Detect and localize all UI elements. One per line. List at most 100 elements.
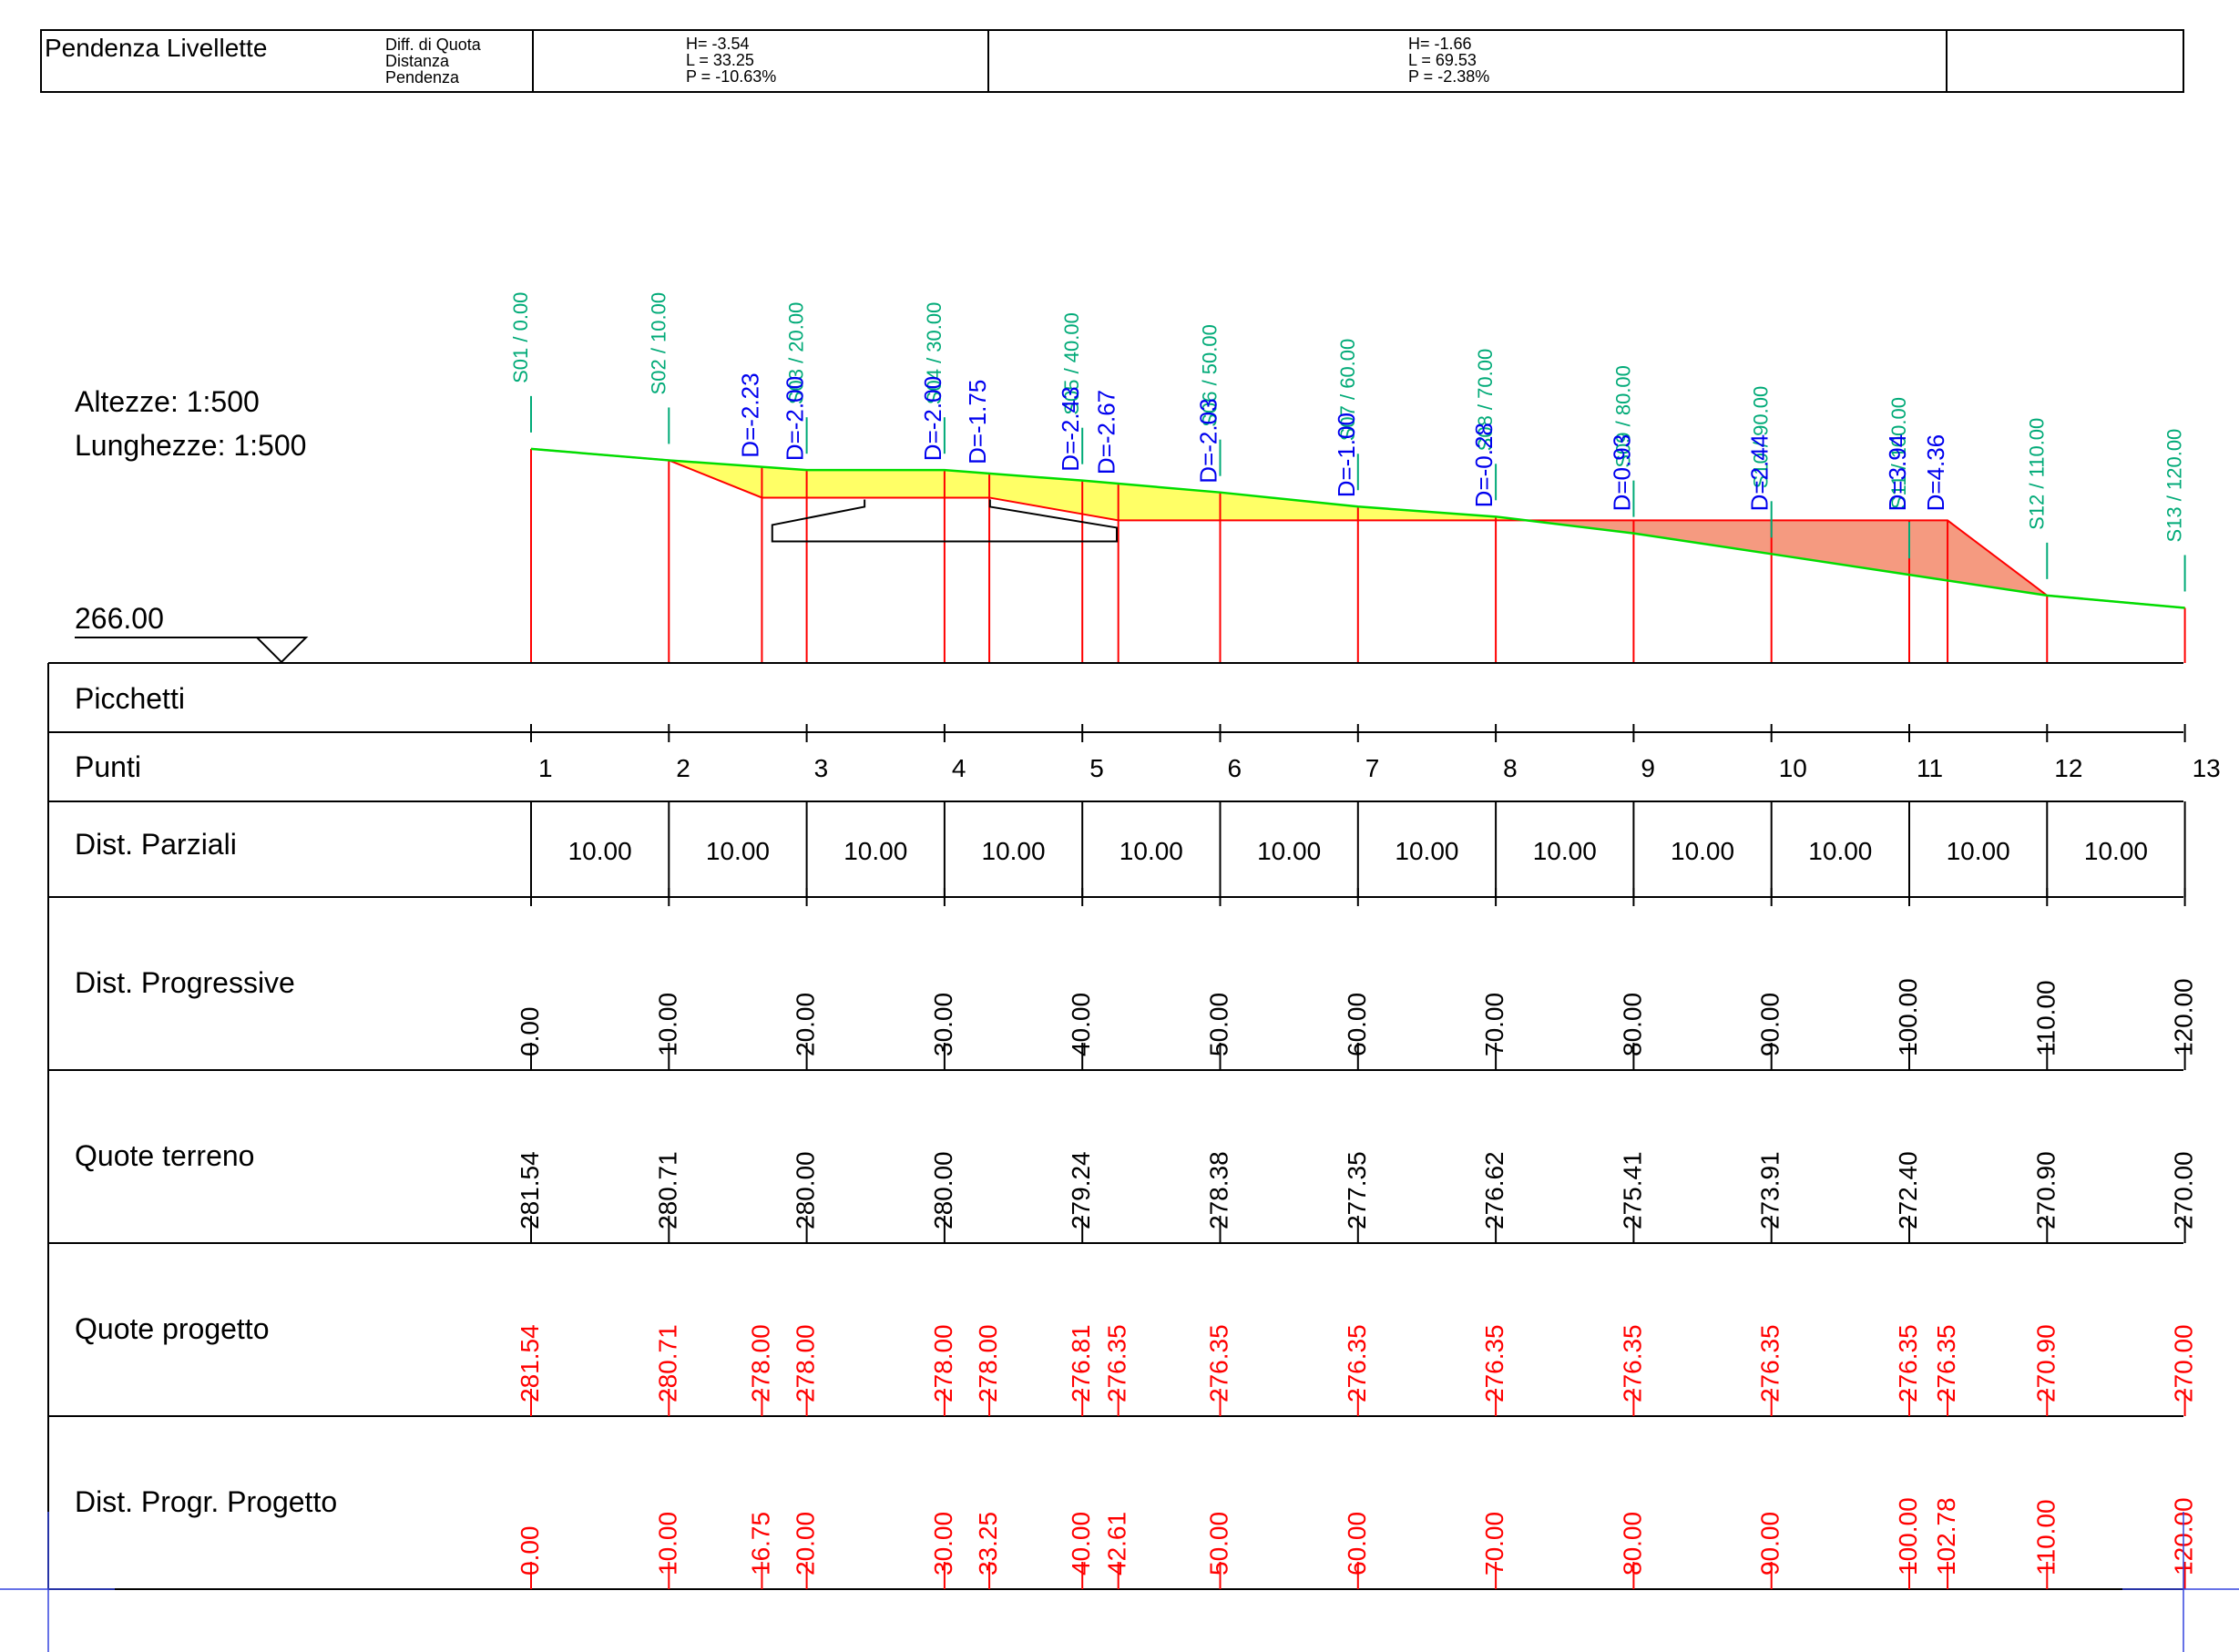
ground-elevation: 272.40: [1894, 1151, 1922, 1229]
progressive-distance: 60.00: [1343, 993, 1371, 1056]
section-label: S04 / 30.00: [923, 302, 946, 405]
segment-1-height-diff: H= -3.54: [686, 35, 750, 53]
partial-distance: 10.00: [1533, 837, 1597, 865]
design-profile-line: [530, 447, 2185, 609]
section-label: S01 / 0.00: [509, 292, 532, 383]
design-progressive-distance: 30.00: [929, 1512, 957, 1576]
point-number: 11: [1917, 754, 1943, 782]
progressive-distance: 0.00: [516, 1007, 544, 1057]
design-elevation: 276.35: [1480, 1324, 1508, 1402]
segment-2-height-diff: H= -1.66: [1408, 35, 1472, 53]
point-number: 9: [1641, 754, 1655, 782]
partial-distance: 10.00: [843, 837, 907, 865]
point-number: 5: [1089, 754, 1104, 782]
design-elevation: 278.00: [974, 1324, 1002, 1402]
partial-distance: 10.00: [1395, 837, 1458, 865]
ground-elevation: 278.38: [1205, 1151, 1233, 1229]
partial-distance: 10.00: [706, 837, 770, 865]
progressive-distance: 40.00: [1067, 993, 1095, 1056]
ground-elevation: 270.00: [2170, 1151, 2198, 1229]
segment-2-slope: P = -2.38%: [1408, 67, 1489, 86]
slope-legend-distance: Distanza: [385, 52, 450, 70]
height-difference-label: D=0.93: [1608, 434, 1635, 512]
row-label-picchetti: Picchetti: [75, 682, 185, 715]
point-number: 13: [2193, 754, 2221, 782]
section-label: S08 / 70.00: [1474, 349, 1497, 452]
design-progressive-distance: 40.00: [1067, 1512, 1095, 1576]
point-number: 10: [1779, 754, 1807, 782]
progressive-distance: 100.00: [1894, 978, 1922, 1056]
datum-elevation: 266.00: [75, 602, 164, 635]
section-label: S11 / 100.00: [1887, 397, 1910, 509]
partial-distance: 10.00: [1808, 837, 1872, 865]
design-progressive-distance: 33.25: [974, 1512, 1002, 1576]
design-elevation: 281.54: [516, 1324, 544, 1402]
embankment-area: [1527, 520, 2044, 596]
point-number: 4: [952, 754, 966, 782]
partial-distance: 10.00: [1120, 837, 1183, 865]
design-progressive-distance: 50.00: [1205, 1512, 1233, 1576]
ground-elevation: 280.00: [792, 1151, 820, 1229]
section-label: S02 / 10.00: [647, 292, 670, 395]
datum-triangle: [254, 637, 309, 664]
design-progressive-distance: 90.00: [1756, 1512, 1784, 1576]
progressive-distance: 10.00: [653, 993, 681, 1056]
section-label: S05 / 40.00: [1060, 312, 1083, 415]
design-progressive-distance: 42.61: [1103, 1512, 1131, 1576]
segment-1-length: L = 33.25: [686, 51, 754, 69]
segment-1-slope: P = -10.63%: [686, 67, 776, 86]
design-elevation: 276.35: [1894, 1324, 1922, 1402]
ground-profile-line: [530, 447, 2185, 609]
height-difference-label: D=4.36: [1922, 434, 1949, 512]
structure-outline: [771, 499, 1119, 543]
point-number: 1: [538, 754, 553, 782]
progressive-distance: 20.00: [792, 993, 820, 1056]
section-label: S07 / 60.00: [1336, 339, 1359, 442]
row-label-quote-terreno: Quote terreno: [75, 1139, 254, 1172]
section-label: S12 / 110.00: [2025, 418, 2048, 530]
section-label: S10 / 90.00: [1750, 386, 1773, 489]
partial-distance: 10.00: [2084, 837, 2148, 865]
design-progressive-distance: 70.00: [1480, 1512, 1508, 1576]
height-difference-label: D=-2.23: [736, 372, 763, 457]
point-number: 12: [2054, 754, 2082, 782]
point-number: 8: [1503, 754, 1518, 782]
design-elevation: 278.00: [746, 1324, 774, 1402]
design-elevation: 276.81: [1067, 1324, 1095, 1402]
point-number: 3: [814, 754, 829, 782]
height-difference-label: D=-1.75: [964, 380, 991, 464]
design-progressive-distance: 20.00: [792, 1512, 820, 1576]
section-label: S03 / 20.00: [785, 302, 808, 405]
design-progressive-distance: 16.75: [746, 1512, 774, 1576]
design-progressive-distance: 80.00: [1618, 1512, 1646, 1576]
design-elevation: 278.00: [929, 1324, 957, 1402]
row-label-quote-progetto: Quote progetto: [75, 1312, 269, 1345]
ground-elevation: 270.90: [2031, 1151, 2060, 1229]
height-difference-label: D=-2.00: [782, 376, 809, 461]
height-difference-label: D=-2.43: [1057, 386, 1084, 471]
ground-elevation: 275.41: [1618, 1151, 1646, 1229]
design-elevation: 276.35: [1103, 1324, 1131, 1402]
height-difference-label: D=-2.03: [1195, 398, 1222, 483]
height-difference-label: D=2.44: [1746, 434, 1774, 512]
design-progressive-distance: 102.78: [1932, 1497, 1960, 1576]
ground-elevation: 281.54: [516, 1151, 544, 1229]
design-elevation: 278.00: [792, 1324, 820, 1402]
partial-distance: 10.00: [1257, 837, 1321, 865]
row-label-dist-progr-progetto: Dist. Progr. Progetto: [75, 1485, 337, 1518]
scale-lengths: Lunghezze: 1:500: [75, 429, 306, 462]
section-label: S13 / 120.00: [2163, 429, 2186, 543]
excavation-area: [672, 460, 1524, 521]
point-number: 2: [676, 754, 690, 782]
section-label: S09 / 80.00: [1611, 365, 1634, 468]
design-elevation: 276.35: [1343, 1324, 1371, 1402]
ground-elevation: 280.71: [653, 1151, 681, 1229]
design-elevation: 270.00: [2170, 1324, 2198, 1402]
height-difference-label: D=-2.67: [1093, 390, 1120, 474]
height-difference-label: D=-0.28: [1470, 423, 1498, 507]
ground-elevation: 273.91: [1756, 1151, 1784, 1229]
ground-elevation: 279.24: [1067, 1151, 1095, 1229]
design-progressive-distance: 100.00: [1894, 1497, 1922, 1576]
slope-header-title: Pendenza Livellette: [45, 34, 267, 62]
